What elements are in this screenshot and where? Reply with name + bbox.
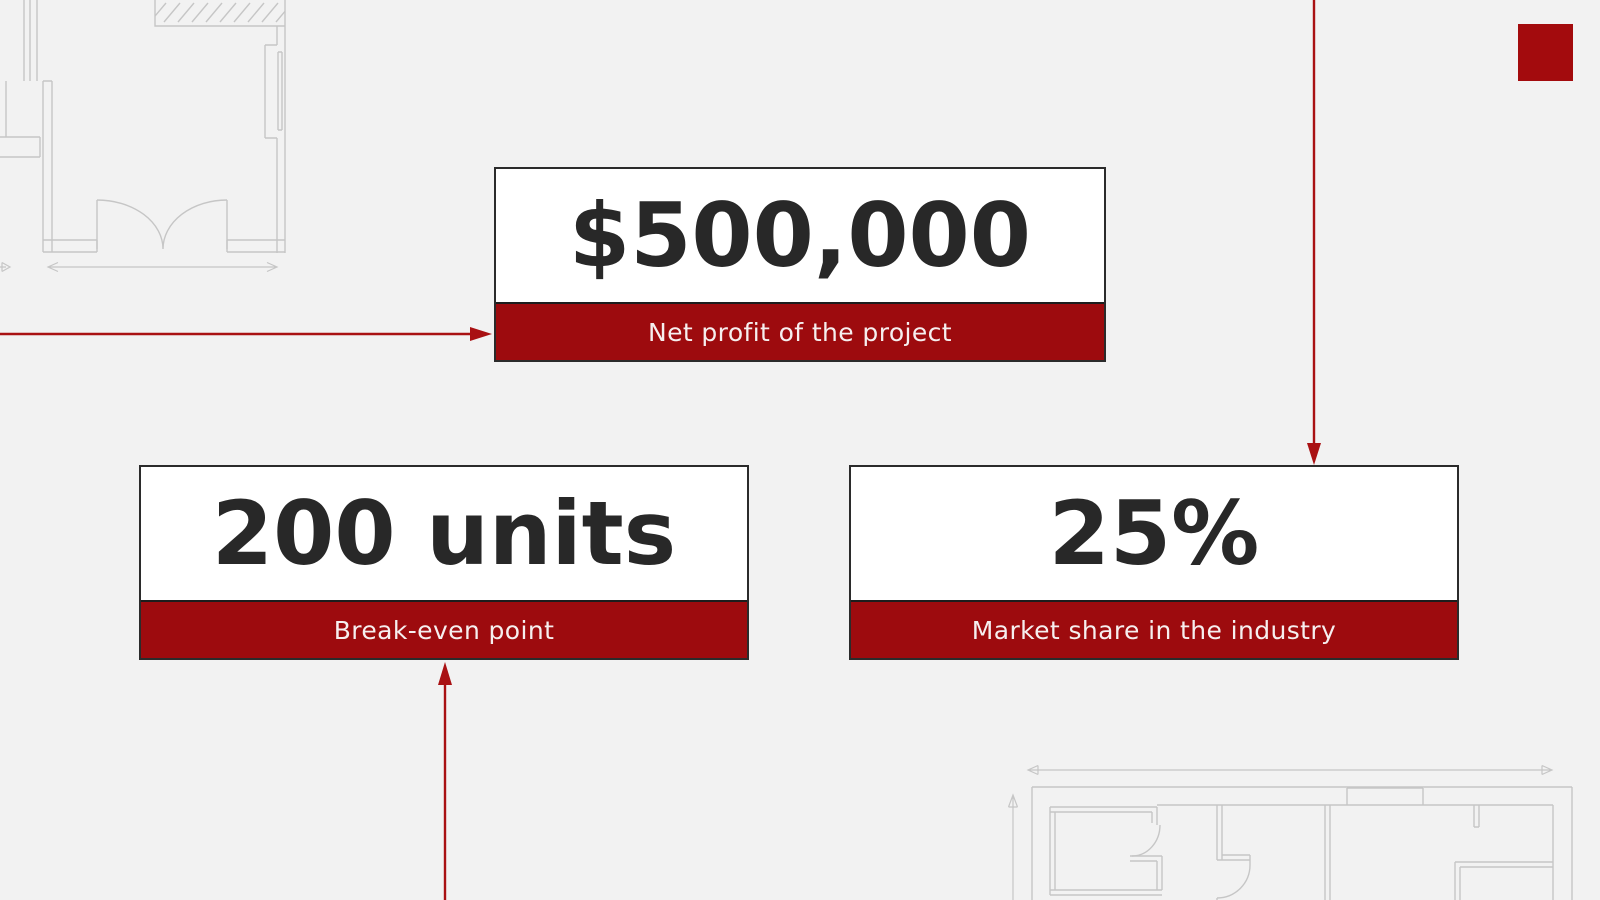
stat-value-net-profit: $500,000	[568, 183, 1032, 287]
stat-card-market-share: 25% Market share in the industry	[849, 465, 1459, 660]
stat-label-net-profit: Net profit of the project	[496, 302, 1104, 360]
stat-label-break-even: Break-even point	[141, 600, 747, 658]
red-square-icon	[1518, 24, 1573, 81]
stat-label-market-share: Market share in the industry	[851, 600, 1457, 658]
arrow-to-break-even-card	[438, 662, 452, 900]
stat-card-break-even: 200 units Break-even point	[139, 465, 749, 660]
stat-value-break-even: 200 units	[211, 481, 677, 585]
stat-value-market-share: 25%	[1048, 481, 1260, 585]
arrow-to-market-share-card	[1307, 0, 1321, 465]
floor-plan-sketch-bottom-right	[1007, 764, 1573, 900]
floor-plan-sketch-top-left	[0, 0, 286, 273]
stat-card-net-profit: $500,000 Net profit of the project	[494, 167, 1106, 362]
arrow-to-net-profit-card	[0, 327, 492, 341]
